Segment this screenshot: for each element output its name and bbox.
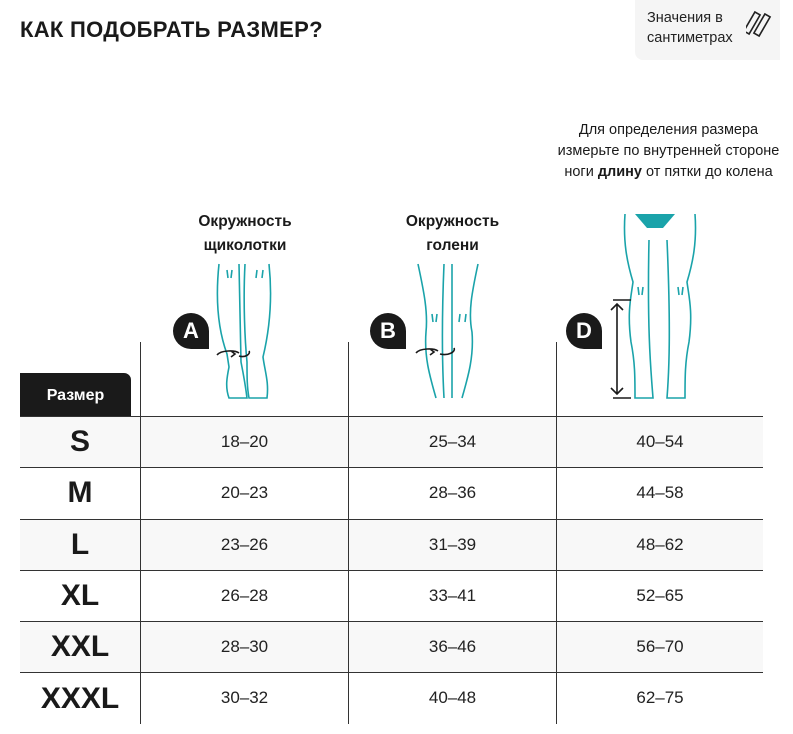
size-label: L [70, 527, 90, 561]
size-header: Размер [20, 373, 131, 416]
ankle-value: 20–23 [140, 468, 348, 519]
length-value: 52–65 [556, 570, 763, 622]
column-b-title-line2: голени [426, 237, 479, 254]
ankle-value: 26–28 [140, 570, 348, 622]
length-value: 62–75 [556, 673, 763, 724]
size-label: M [67, 476, 93, 510]
length-instruction: Для определения размера измерьте по внут… [556, 120, 781, 183]
column-b-title-line1: Окружность [405, 213, 500, 230]
size-label: S [69, 425, 90, 459]
column-b-title: Окружность голени [360, 210, 545, 258]
groin-marker [635, 214, 675, 228]
shin-value: 40–48 [348, 673, 556, 724]
table-row: XL 26–28 33–41 52–65 [20, 569, 763, 622]
page-title: КАК ПОДОБРАТЬ РАЗМЕР? [20, 17, 323, 42]
ankle-value: 28–30 [140, 622, 348, 673]
column-divider [556, 342, 557, 416]
ankle-value: 18–20 [140, 417, 348, 468]
shin-value: 36–46 [348, 622, 556, 673]
length-value: 44–58 [556, 468, 763, 519]
table-row: XXXL 30–32 40–48 62–75 [20, 672, 763, 724]
shin-legs-illustration [415, 263, 479, 399]
column-divider [140, 342, 141, 416]
leg-length-illustration [610, 213, 697, 399]
badge-a: A [173, 313, 209, 349]
table-row: XXL 28–30 36–46 56–70 [20, 621, 763, 673]
length-value: 56–70 [556, 622, 763, 673]
units-line1: Значения в [647, 10, 723, 26]
column-a-title-line1: Окружность [198, 213, 292, 230]
column-divider [348, 342, 349, 416]
badge-d: D [566, 313, 602, 349]
size-label: XXL [50, 630, 110, 664]
ankle-value: 30–32 [140, 673, 348, 724]
shin-value: 28–36 [348, 468, 556, 519]
note-text-2: от пятки до колена [646, 164, 773, 180]
length-value: 40–54 [556, 417, 763, 468]
size-table: S 18–20 25–34 40–54 M 20–23 28–36 44–58 L 23–26… [20, 416, 763, 724]
shin-value: 25–34 [348, 417, 556, 468]
units-note: Значения в сантиметрах [635, 0, 780, 60]
badge-b: B [370, 313, 406, 349]
size-label: XXXL [40, 681, 120, 715]
table-row: M 20–23 28–36 44–58 [20, 467, 763, 519]
ankle-legs-illustration [216, 263, 272, 399]
length-value: 48–62 [556, 519, 763, 570]
size-label: XL [60, 579, 100, 613]
ankle-value: 23–26 [140, 519, 348, 570]
shin-value: 33–41 [348, 570, 556, 622]
table-row: S 18–20 25–34 40–54 [20, 416, 763, 468]
rulers-icon [746, 10, 772, 38]
column-a-title-line2: щиколотки [203, 237, 287, 254]
note-text-1: Для определения размера измерьте по внут… [557, 122, 780, 180]
note-bold: длину [597, 164, 642, 180]
shin-value: 31–39 [348, 519, 556, 570]
column-a-title: Окружность щиколотки [150, 210, 340, 258]
table-row: L 23–26 31–39 48–62 [20, 518, 763, 570]
units-line2: сантиметрах [647, 30, 733, 46]
